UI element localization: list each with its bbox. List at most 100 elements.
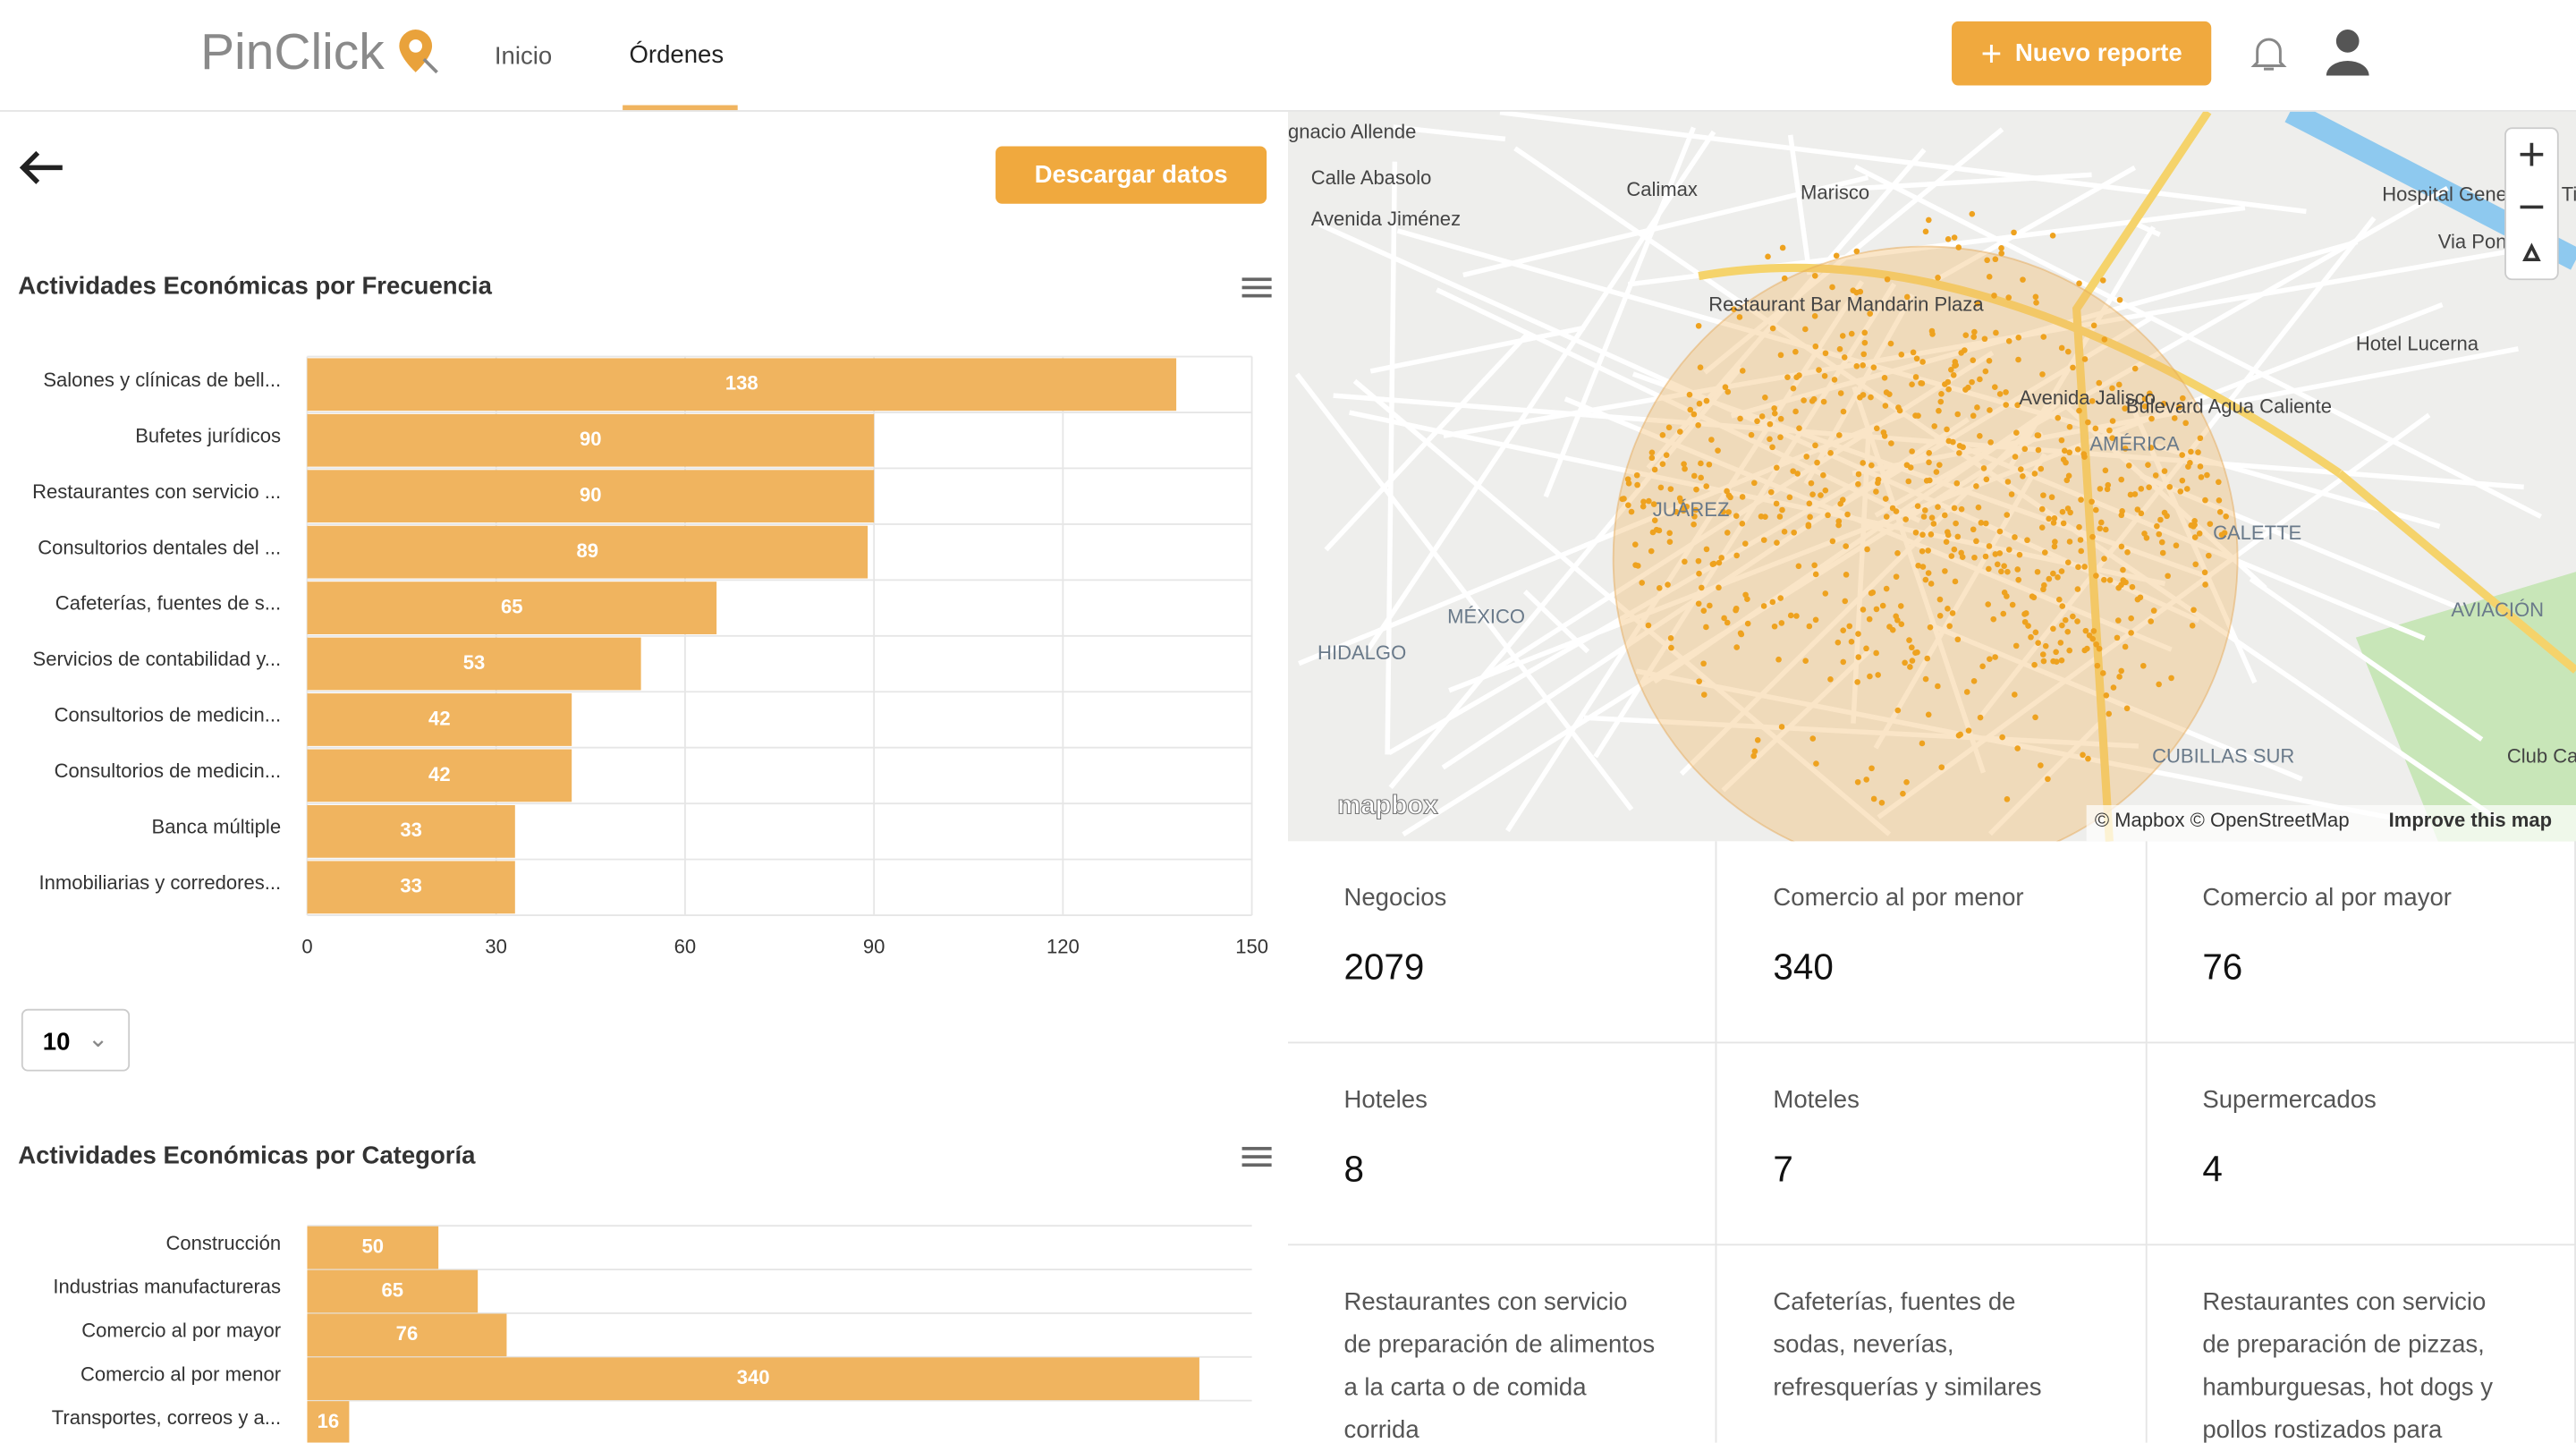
street bbox=[1631, 371, 2213, 581]
business-dot bbox=[2152, 472, 2159, 479]
chart-menu[interactable] bbox=[1241, 277, 1272, 298]
business-dot bbox=[2150, 607, 2157, 614]
business-dot bbox=[2040, 586, 2046, 593]
business-dot bbox=[1922, 576, 1929, 583]
map[interactable]: gnacio Allende Calle Abasolo Avenida Jimén… bbox=[1288, 111, 2576, 842]
business-dot bbox=[2131, 491, 2139, 497]
download-button[interactable]: Descargar datos bbox=[996, 146, 1267, 204]
business-dot bbox=[1970, 412, 1977, 420]
business-dot bbox=[2101, 336, 2108, 343]
business-dot bbox=[1635, 563, 1641, 569]
business-dot bbox=[1969, 378, 1975, 386]
business-dot bbox=[1676, 495, 1683, 502]
business-dot bbox=[1973, 483, 1979, 489]
value-label: 42 bbox=[428, 763, 451, 785]
business-dot bbox=[1703, 483, 1710, 489]
business-dot bbox=[1945, 437, 1953, 445]
business-dot bbox=[1946, 623, 1953, 630]
business-dot bbox=[1938, 764, 1945, 770]
business-dot bbox=[2094, 662, 2101, 669]
value-label: 65 bbox=[501, 595, 523, 617]
business-dot bbox=[1765, 253, 1771, 260]
business-dot bbox=[2009, 601, 2016, 608]
business-dot bbox=[1793, 613, 1800, 619]
business-dot bbox=[2189, 623, 2196, 629]
business-dot bbox=[1933, 469, 1940, 475]
user-icon[interactable] bbox=[2323, 26, 2372, 79]
zoom-controls[interactable] bbox=[2504, 127, 2559, 281]
business-dot bbox=[2106, 577, 2114, 583]
logo[interactable]: PinClick bbox=[200, 22, 385, 81]
stat-label: Comercio al por menor bbox=[1773, 884, 2024, 912]
business-dot bbox=[2190, 607, 2197, 614]
business-dot bbox=[1821, 372, 1828, 379]
business-dot bbox=[2050, 520, 2057, 526]
street bbox=[1721, 649, 1871, 793]
business-dot bbox=[1956, 450, 1962, 456]
business-dot bbox=[1935, 275, 1941, 281]
business-dot bbox=[1777, 352, 1784, 359]
business-dot bbox=[1953, 480, 1961, 487]
y-tick-label: Salones y clínicas de bell... bbox=[43, 369, 281, 391]
y-tick-label: Consultorios de medicin... bbox=[55, 760, 281, 782]
business-dot bbox=[1936, 407, 1942, 414]
value-label: 340 bbox=[737, 1366, 770, 1388]
new-report-button[interactable]: + Nuevo reporte bbox=[1952, 21, 2212, 86]
x-tick-label: 150 bbox=[1235, 936, 1268, 958]
business-dot bbox=[2122, 643, 2129, 650]
business-dot bbox=[1960, 444, 1966, 451]
business-dot bbox=[1903, 778, 1910, 785]
business-dot bbox=[1902, 516, 1909, 522]
improve-link[interactable]: Improve this map bbox=[2389, 809, 2552, 831]
business-dot bbox=[2159, 549, 2166, 556]
business-dot bbox=[1979, 663, 1986, 670]
main-road bbox=[1698, 263, 2343, 477]
business-dot bbox=[2070, 364, 2076, 371]
business-dot bbox=[1906, 637, 1912, 643]
business-dot bbox=[1860, 362, 1866, 369]
business-dot bbox=[1739, 494, 1746, 500]
page-size-select[interactable]: 10 ⌄ bbox=[21, 1008, 131, 1072]
business-dot bbox=[1628, 508, 1635, 515]
business-dot bbox=[1767, 420, 1774, 428]
chart-menu[interactable] bbox=[1241, 1147, 1272, 1167]
back-arrow[interactable] bbox=[16, 148, 69, 187]
nav-link[interactable]: Órdenes bbox=[629, 40, 724, 70]
stat-card: Comercio al por menor 340 bbox=[1716, 841, 2147, 1044]
business-dot bbox=[1987, 439, 1994, 446]
business-dot bbox=[1807, 514, 1813, 521]
business-dot bbox=[2064, 348, 2072, 355]
business-dot bbox=[1680, 507, 1687, 514]
business-dot bbox=[2097, 525, 2104, 532]
nav-link[interactable]: Inicio bbox=[494, 42, 553, 71]
business-dot bbox=[2089, 533, 2096, 540]
business-dot bbox=[1969, 210, 1976, 217]
business-dot bbox=[1999, 734, 2005, 741]
business-dot bbox=[2218, 531, 2225, 539]
business-dot bbox=[1790, 468, 1796, 474]
business-dot bbox=[1986, 565, 1992, 573]
business-dot bbox=[1779, 506, 1785, 514]
business-dot bbox=[1700, 692, 1707, 698]
business-dot bbox=[1695, 421, 1701, 429]
business-dot bbox=[2031, 471, 2038, 477]
street bbox=[1505, 280, 1865, 833]
business-dot bbox=[2141, 403, 2148, 410]
business-dot bbox=[1677, 429, 1683, 435]
map-label: JUÁREZ bbox=[1653, 498, 1730, 521]
value-label: 138 bbox=[725, 372, 758, 395]
business-dot bbox=[1827, 675, 1834, 683]
business-dot bbox=[1913, 355, 1920, 362]
business-dot bbox=[2008, 491, 2015, 497]
business-dot bbox=[1937, 398, 1945, 405]
business-dot bbox=[2005, 547, 2012, 553]
bar bbox=[307, 1226, 439, 1269]
street bbox=[1851, 432, 1871, 724]
bell-icon[interactable] bbox=[2248, 33, 2291, 76]
business-dot bbox=[1796, 425, 1802, 431]
business-dot bbox=[2004, 593, 2010, 599]
business-dot bbox=[1945, 386, 1952, 393]
value-label: 90 bbox=[580, 484, 602, 506]
business-dot bbox=[2064, 559, 2072, 566]
business-dot bbox=[1724, 530, 1731, 536]
